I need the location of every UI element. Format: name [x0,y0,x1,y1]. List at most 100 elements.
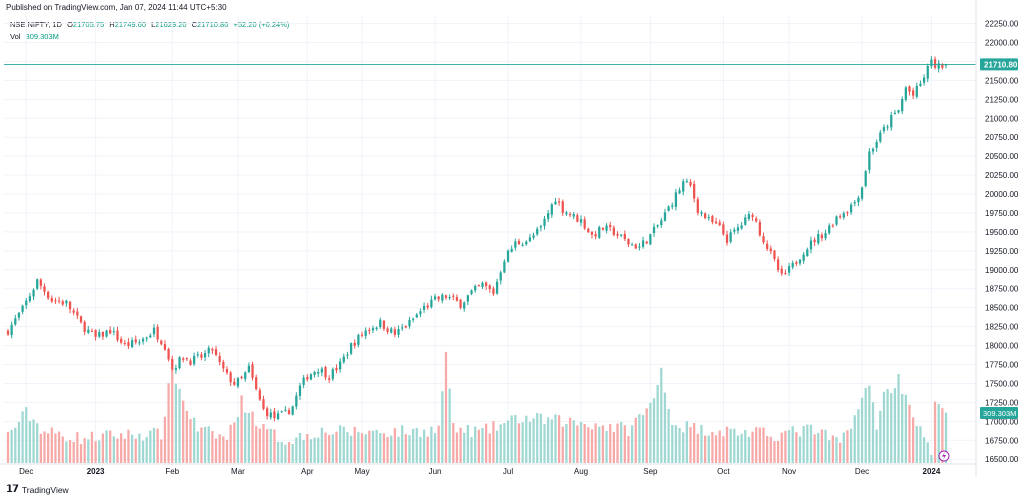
candle-body [758,222,761,236]
volume-bar [302,440,305,463]
volume-bar [200,427,203,463]
volume-bar [397,436,400,463]
volume-bar [185,410,188,463]
volume-bar [871,402,875,463]
legend-symbol[interactable]: NSE:NIFTY, 1D [10,20,62,29]
volume-bar [167,383,170,463]
candle-body [733,229,736,232]
candle-body [857,197,860,203]
candle-body [415,314,418,318]
volume-bar [68,440,72,463]
candle-body [868,151,871,170]
candle-body [324,367,327,378]
volume-bar [919,426,922,463]
candle-body [262,399,265,409]
volume-bar [233,422,236,463]
candle-body [145,337,148,339]
volume-bar [835,437,838,463]
volume-bar [364,434,367,463]
volume-bar [787,430,791,463]
volume-bar [561,426,564,463]
volume-bar [587,427,590,463]
candle-body [762,236,765,243]
volume-bar [817,432,820,463]
legend-close-label: C [191,20,198,29]
candle-body [557,201,561,203]
candle-body [25,300,28,306]
volume-bar [448,388,451,463]
volume-bar [897,374,900,463]
candle-body [864,171,867,186]
candle-body [598,226,601,238]
candle-body [853,202,856,204]
volume-bar [930,454,933,463]
candle-body [408,319,411,327]
candle-body [313,372,316,375]
candle-body [638,246,641,248]
volume-bar [386,437,389,463]
candle-body [386,328,389,332]
candle-body [711,215,714,223]
volume-bar [141,440,145,463]
candle-body [682,181,685,192]
price-tick-label: 22250.00 [985,20,1019,29]
volume-bar [207,426,210,463]
candle-body [561,201,564,213]
volume-bar [437,425,440,463]
candle-body [787,266,791,273]
price-tick-label: 17000.00 [985,417,1019,426]
volume-bar [214,438,218,463]
candle-body [802,254,805,261]
volume-bar [744,430,747,463]
legend-volume-label[interactable]: Vol [10,32,21,41]
volume-bar [463,432,466,463]
legend-low-value: 21629.20 [155,20,187,29]
price-tick-label: 19500.00 [985,228,1019,237]
volume-bar [762,427,765,463]
time-tick-label: 2024 [923,467,941,476]
volume-bar [247,413,251,463]
volume-bar [390,435,393,463]
volume-bar [335,431,338,463]
candle-body [14,318,17,325]
volume-bar [725,426,729,463]
candle-body [229,372,232,383]
candle-body [901,99,904,112]
volume-bar [379,433,382,463]
volume-bar [660,367,663,463]
volume-bar [532,418,535,463]
time-tick-label: May [354,467,369,476]
volume-bar [276,441,280,463]
volume-bar [901,393,904,463]
volume-bar [411,428,415,463]
volume-bar [240,395,243,463]
tradingview-brand[interactable]: 𝟭𝟳 TradingView [6,484,69,495]
candle-body [331,369,334,379]
candle-body [163,344,167,350]
candle-body [824,232,827,239]
volume-bar [685,421,688,463]
volume-bar [492,421,495,463]
volume-bar [419,436,422,463]
volume-bar [382,433,386,463]
candle-body [703,213,707,218]
candle-body [722,224,725,235]
volume-bar [634,417,637,463]
volume-bar [868,385,871,463]
volume-bar [79,444,83,463]
volume-bar [134,438,137,463]
volume-bar [291,444,294,463]
candle-body [94,330,97,337]
volume-bar [882,391,886,463]
volume-bar [645,408,648,463]
price-tick-label: 16500.00 [985,455,1019,464]
candle-body [576,215,579,222]
candle-body [444,295,448,298]
candle-body [342,356,345,363]
volume-bar [576,425,579,463]
price-tick-label: 20500.00 [985,152,1019,161]
candle-body [930,59,933,67]
brand-label: TradingView [21,484,69,495]
price-tick-label: 18250.00 [985,323,1019,332]
